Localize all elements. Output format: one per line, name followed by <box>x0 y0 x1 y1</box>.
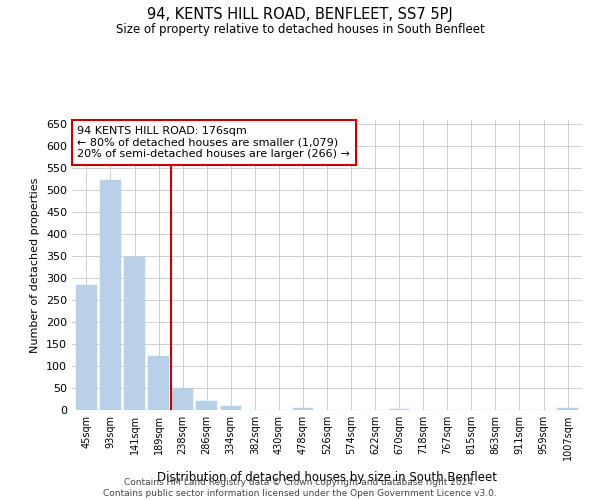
Text: Size of property relative to detached houses in South Benfleet: Size of property relative to detached ho… <box>116 22 484 36</box>
Bar <box>293 408 313 410</box>
Bar <box>557 408 578 410</box>
X-axis label: Distribution of detached houses by size in South Benfleet: Distribution of detached houses by size … <box>157 472 497 484</box>
Bar <box>172 388 193 410</box>
Text: 94 KENTS HILL ROAD: 176sqm
← 80% of detached houses are smaller (1,079)
20% of s: 94 KENTS HILL ROAD: 176sqm ← 80% of deta… <box>77 126 350 159</box>
Text: 94, KENTS HILL ROAD, BENFLEET, SS7 5PJ: 94, KENTS HILL ROAD, BENFLEET, SS7 5PJ <box>147 8 453 22</box>
Bar <box>148 356 169 410</box>
Text: Contains HM Land Registry data © Crown copyright and database right 2024.
Contai: Contains HM Land Registry data © Crown c… <box>103 478 497 498</box>
Bar <box>221 406 241 410</box>
Bar <box>76 285 97 410</box>
Bar <box>124 257 145 410</box>
Bar <box>196 401 217 410</box>
Bar <box>389 408 409 410</box>
Bar <box>100 180 121 410</box>
Y-axis label: Number of detached properties: Number of detached properties <box>31 178 40 352</box>
